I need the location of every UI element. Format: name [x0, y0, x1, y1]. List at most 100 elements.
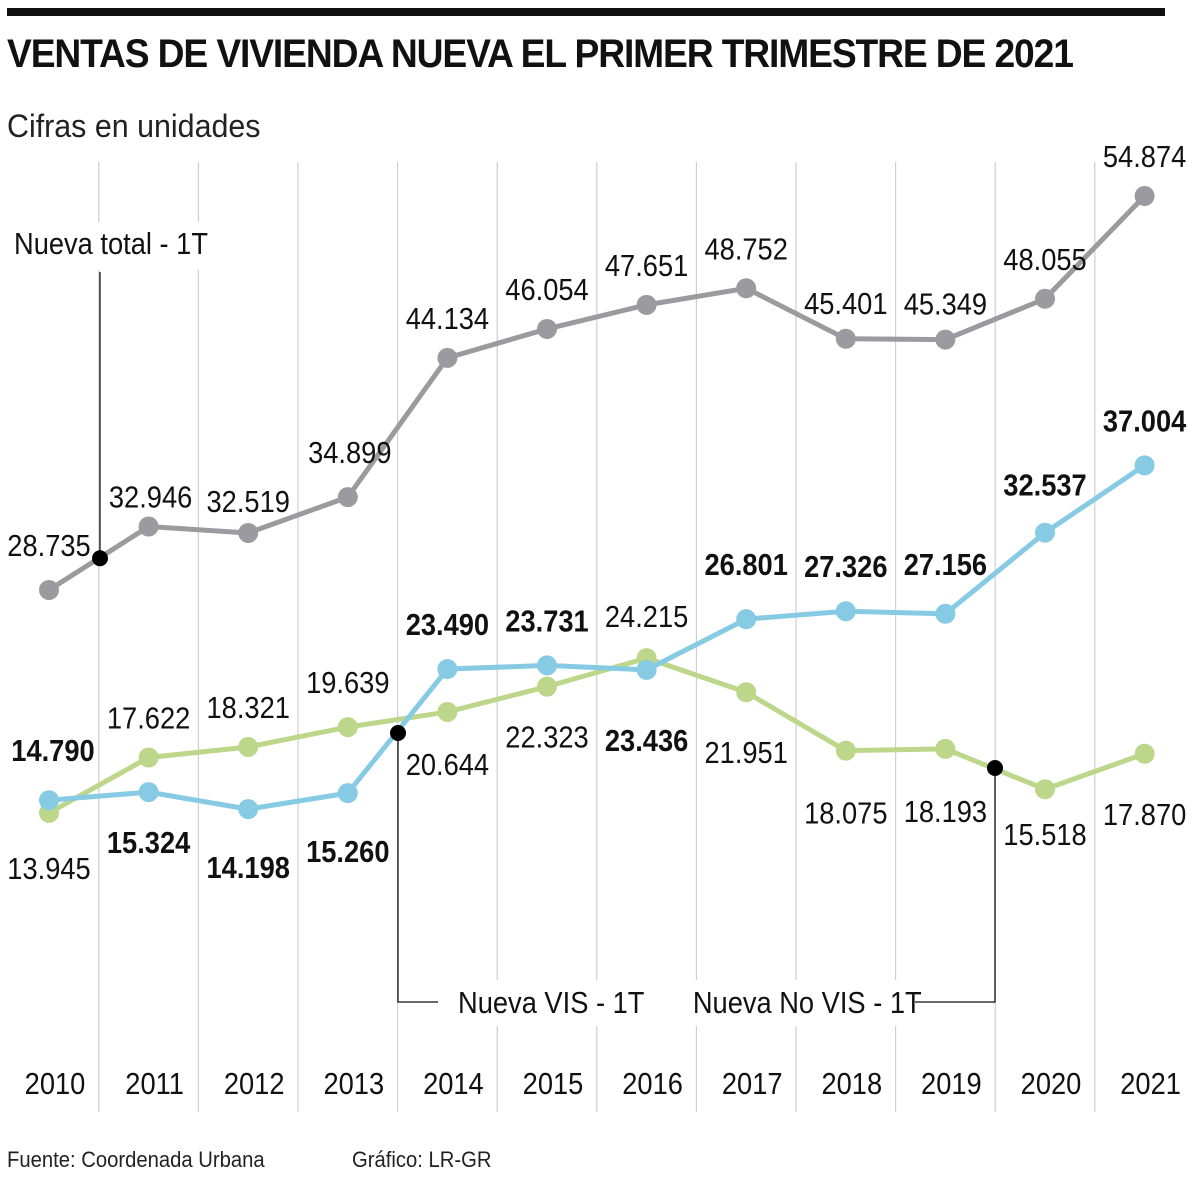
x-tick-label: 2010: [25, 1067, 86, 1101]
callout-label-vis: Nueva VIS - 1T: [458, 986, 645, 1020]
data-point-vis: [835, 601, 856, 622]
callout-label-total: Nueva total - 1T: [14, 227, 208, 261]
data-label-total: 48.055: [1003, 243, 1086, 277]
data-label-no_vis: 18.193: [904, 795, 987, 829]
data-label-vis: 32.537: [1003, 469, 1086, 503]
data-label-total: 47.651: [605, 249, 688, 283]
data-point-no_vis: [238, 736, 259, 757]
callout-marker-vis: [390, 725, 406, 741]
callout-line-vis: [397, 733, 438, 1003]
credit-note: Gráfico: LR-GR: [352, 1147, 492, 1172]
callout-marker-total: [92, 550, 108, 567]
data-point-total: [1035, 288, 1055, 309]
series-line-vis: [48, 463, 1147, 812]
data-point-total: [238, 522, 259, 543]
data-point-vis: [537, 655, 557, 676]
x-tick-label: 2016: [622, 1067, 683, 1101]
data-label-vis: 15.260: [306, 836, 389, 870]
data-label-no_vis: 22.323: [505, 721, 588, 755]
data-label-no_vis: 21.951: [704, 737, 787, 771]
source-note: Fuente: Coordenada Urbana: [7, 1147, 265, 1172]
data-label-no_vis: 20.644: [406, 748, 489, 782]
data-label-no_vis: 18.321: [206, 691, 289, 725]
x-tick-label: 2011: [125, 1067, 184, 1101]
data-point-total: [935, 329, 956, 350]
data-label-vis: 15.324: [107, 827, 191, 861]
x-tick-label: 2019: [921, 1067, 982, 1101]
x-tick-label: 2012: [224, 1067, 285, 1101]
callout-bg: [440, 980, 640, 1026]
data-label-vis: 27.156: [904, 548, 987, 582]
data-point-total: [337, 487, 358, 508]
data-point-vis: [337, 783, 358, 804]
callout-line-no-vis: [915, 768, 996, 1003]
data-point-no_vis: [1035, 779, 1055, 800]
data-point-total: [537, 318, 557, 339]
data-label-vis: 27.326: [804, 551, 887, 585]
top-rule: [7, 8, 1165, 16]
data-label-vis: 37.004: [1103, 405, 1187, 439]
data-point-no_vis: [437, 701, 458, 722]
data-point-vis: [935, 603, 956, 624]
data-label-vis: 14.790: [11, 735, 94, 769]
callout-bg: [685, 980, 910, 1026]
data-label-total: 32.519: [206, 485, 289, 519]
data-point-no_vis: [1134, 743, 1155, 764]
data-point-total: [835, 328, 856, 349]
callout-marker-no-vis: [987, 760, 1003, 776]
series-line-no_vis: [47, 655, 1146, 816]
callout-label-no-vis: Nueva No VIS - 1T: [693, 986, 922, 1020]
data-label-total: 45.349: [904, 288, 987, 322]
data-label-total: 34.899: [308, 437, 391, 471]
data-label-vis: 23.436: [605, 724, 688, 758]
data-point-total: [736, 278, 757, 299]
data-point-no_vis: [138, 747, 159, 768]
data-point-no_vis: [835, 740, 856, 761]
data-label-total: 45.401: [804, 287, 887, 321]
data-label-no_vis: 15.518: [1003, 819, 1086, 853]
data-label-total: 32.946: [109, 481, 192, 515]
data-point-vis: [636, 659, 657, 680]
x-tick-label: 2017: [722, 1067, 783, 1101]
data-label-total: 46.054: [505, 273, 588, 307]
series-line-total: [47, 194, 1147, 593]
chart-title: VENTAS DE VIVIENDA NUEVA EL PRIMER TRIME…: [7, 32, 1074, 76]
data-point-vis: [736, 609, 757, 630]
data-label-total: 48.752: [704, 233, 787, 267]
data-label-no_vis: 18.075: [804, 797, 887, 831]
data-point-total: [1134, 186, 1155, 207]
x-tick-label: 2015: [523, 1067, 584, 1101]
data-label-vis: 26.801: [704, 549, 787, 583]
data-point-no_vis: [736, 682, 757, 703]
data-point-total: [39, 580, 59, 600]
data-label-total: 54.874: [1103, 140, 1186, 174]
callout-bg: [10, 222, 200, 270]
x-tick-label: 2018: [821, 1067, 882, 1101]
data-label-no_vis: 17.622: [107, 702, 190, 736]
x-tick-label: 2021: [1120, 1067, 1181, 1101]
data-label-no_vis: 24.215: [605, 601, 688, 635]
data-point-vis: [1035, 522, 1055, 543]
data-label-total: 44.134: [406, 302, 489, 336]
data-point-vis: [437, 659, 458, 680]
data-label-no_vis: 13.945: [7, 852, 90, 886]
x-tick-label: 2014: [423, 1067, 484, 1101]
data-point-no_vis: [337, 717, 358, 738]
data-point-total: [138, 516, 159, 537]
x-tick-label: 2013: [323, 1067, 384, 1101]
data-point-vis: [39, 790, 59, 811]
data-label-no_vis: 19.639: [306, 667, 389, 701]
x-tick-label: 2020: [1021, 1067, 1082, 1101]
chart-subtitle: Cifras en unidades: [7, 108, 261, 144]
data-label-vis: 14.198: [206, 852, 289, 886]
data-label-vis: 23.731: [505, 605, 588, 639]
data-point-vis: [138, 782, 159, 803]
data-label-vis: 23.490: [406, 609, 489, 643]
data-point-total: [636, 294, 657, 315]
data-point-vis: [238, 799, 259, 820]
data-point-total: [437, 347, 458, 368]
data-point-no_vis: [935, 738, 956, 759]
data-point-vis: [1134, 455, 1155, 476]
data-label-no_vis: 17.870: [1103, 798, 1186, 832]
